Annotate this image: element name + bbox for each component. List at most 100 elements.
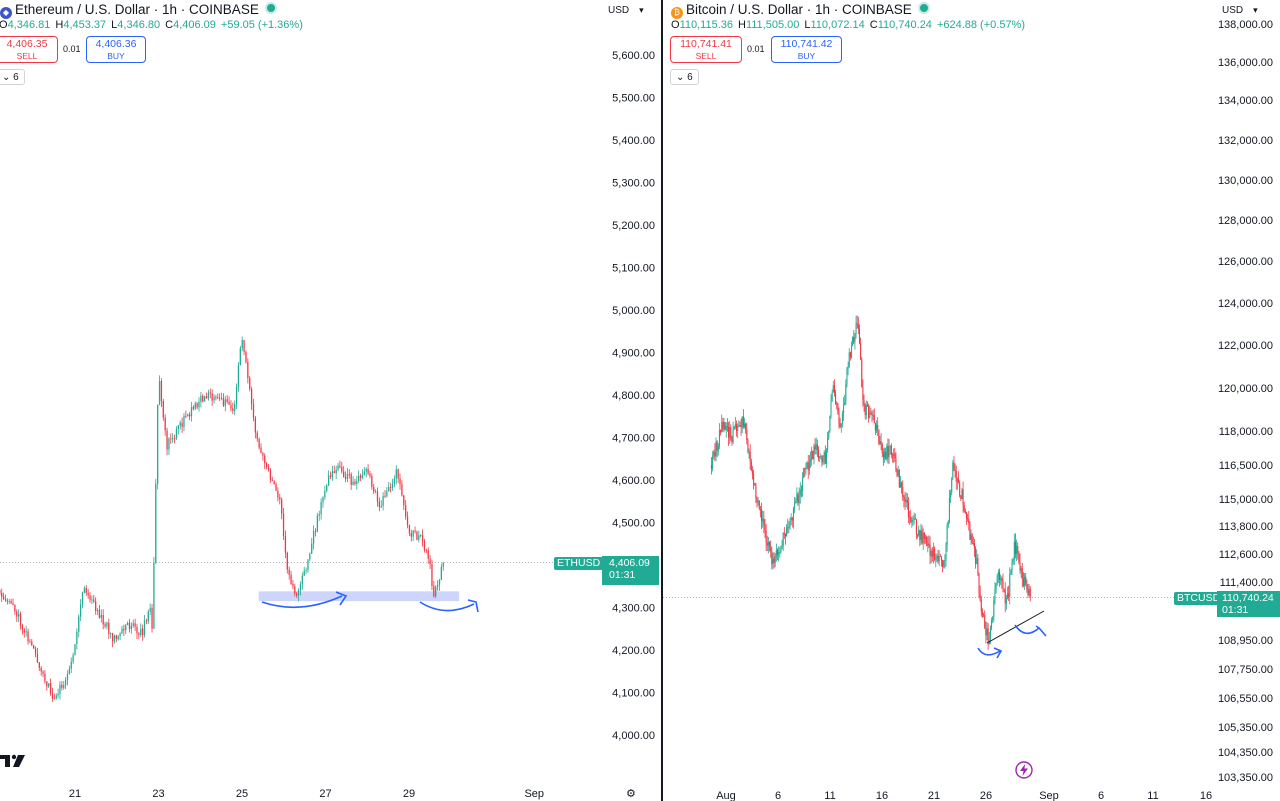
candle-up[interactable] [322,497,324,503]
candle-down[interactable] [141,628,144,635]
candle-up[interactable] [762,518,764,522]
eth-symbol-header[interactable]: ◆ Ethereum / U.S. Dollar · 1h · COINBASE [0,2,277,19]
candle-down[interactable] [243,340,245,352]
candle-down[interactable] [282,513,285,536]
candle-down[interactable] [862,386,864,401]
candle-up[interactable] [734,424,736,427]
candle-up[interactable] [990,619,993,629]
candle-down[interactable] [907,502,909,518]
candle-down[interactable] [833,385,835,394]
candle-down[interactable] [294,586,296,594]
candle-down[interactable] [160,381,163,402]
candle-down[interactable] [269,469,272,480]
candle-down[interactable] [296,593,298,596]
candle-down[interactable] [29,641,31,643]
candle-down[interactable] [983,614,985,616]
candle-down[interactable] [740,426,742,428]
candle-down[interactable] [354,481,356,484]
candle-down[interactable] [745,423,747,430]
candle-down[interactable] [759,508,761,510]
candle-up[interactable] [374,491,377,493]
candle-up[interactable] [1020,568,1022,571]
candle-down[interactable] [939,556,941,558]
candle-up[interactable] [855,323,857,335]
candle-up[interactable] [780,549,782,552]
candle-down[interactable] [878,429,880,444]
candle-down[interactable] [710,465,713,469]
candle-down[interactable] [873,415,875,424]
candle-down[interactable] [341,467,343,472]
candle-up[interactable] [883,451,886,458]
candle-down[interactable] [217,397,219,399]
candle-down[interactable] [971,534,973,543]
candle-down[interactable] [350,474,352,485]
candle-down[interactable] [416,531,418,540]
candle-down[interactable] [429,558,431,565]
candle-up[interactable] [1028,588,1030,595]
candle-down[interactable] [373,486,375,492]
candle-up[interactable] [789,519,791,527]
candle-down[interactable] [895,458,897,470]
candle-up[interactable] [143,620,146,635]
candle-down[interactable] [185,415,187,417]
candle-down[interactable] [864,404,866,416]
candle-down[interactable] [890,446,892,455]
candle-down[interactable] [770,546,772,552]
candle-up[interactable] [72,655,74,662]
pane-divider[interactable] [661,0,663,801]
candle-down[interactable] [880,441,882,445]
candle-up[interactable] [995,583,997,589]
annotation-arrowhead[interactable] [1035,625,1047,637]
candle-down[interactable] [87,592,89,596]
candle-down[interactable] [750,461,752,471]
candle-up[interactable] [395,469,397,479]
candle-down[interactable] [262,453,264,456]
candle-up[interactable] [435,587,437,597]
candle-up[interactable] [391,483,394,488]
candle-up[interactable] [110,632,112,634]
candle-up[interactable] [1010,570,1012,575]
candle-up[interactable] [412,530,414,537]
candle-down[interactable] [230,404,232,409]
candle-up[interactable] [1000,578,1002,581]
candle-down[interactable] [288,569,290,575]
candle-down[interactable] [860,343,862,360]
candle-up[interactable] [1009,574,1011,597]
candle-down[interactable] [894,453,896,459]
candle-up[interactable] [869,412,871,418]
candle-up[interactable] [301,575,303,585]
candle-up[interactable] [440,566,443,580]
annotation-curve[interactable] [1014,624,1040,635]
candle-down[interactable] [934,548,936,560]
candle-down[interactable] [758,500,760,509]
candle-up[interactable] [177,425,179,429]
candle-up[interactable] [996,575,998,584]
candle-up[interactable] [326,485,328,491]
candle-down[interactable] [93,599,95,602]
candle-up[interactable] [905,499,907,503]
candle-down[interactable] [31,641,33,646]
candle-up[interactable] [59,684,61,694]
candle-up[interactable] [48,683,50,687]
candle-down[interactable] [4,599,7,601]
candle-down[interactable] [267,466,270,470]
candle-up[interactable] [316,515,319,532]
candle-up[interactable] [224,399,226,406]
candle-up[interactable] [1013,541,1015,560]
candle-down[interactable] [921,530,923,544]
candle-up[interactable] [725,426,727,431]
candle-down[interactable] [164,417,166,431]
candle-up[interactable] [68,668,71,675]
candle-down[interactable] [928,543,930,545]
candle-down[interactable] [173,437,176,439]
eth-chart-pane[interactable]: 5,600.00 5,500.00 5,400.00 5,300.00 5,200.00… [0,0,661,801]
candle-up[interactable] [126,622,129,626]
annotation-curve[interactable] [419,601,475,612]
candle-up[interactable] [743,423,746,427]
candle-up[interactable] [299,584,302,591]
candle-down[interactable] [260,447,262,454]
candle-up[interactable] [79,604,82,617]
candle-up[interactable] [297,590,300,596]
candle-up[interactable] [774,556,776,563]
candle-down[interactable] [292,584,294,587]
